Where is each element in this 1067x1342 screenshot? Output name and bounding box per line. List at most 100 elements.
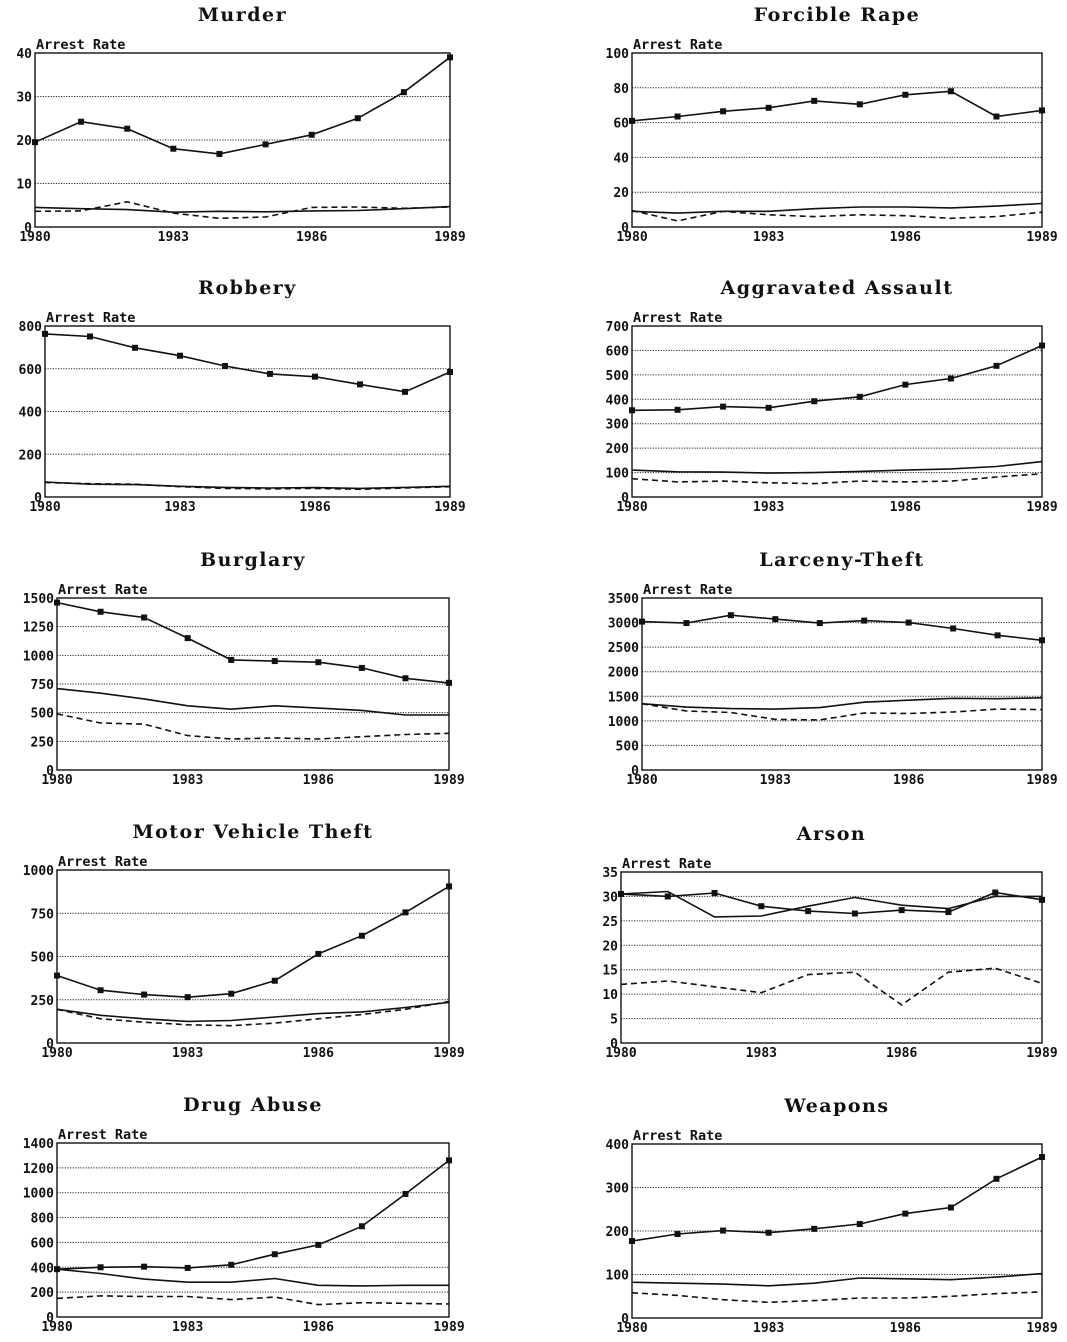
chart-0-ytick-label: 10 (16, 178, 32, 193)
chart-5-xtick-label: 1989 (1026, 773, 1057, 788)
chart-7-series-0-point (1039, 896, 1045, 903)
chart-5-plot-frame (641, 597, 1043, 771)
chart-2-title: Robbery (198, 277, 297, 299)
chart-0-series-0-point (32, 139, 38, 146)
chart-1-xtick-label: 1983 (753, 230, 784, 245)
chart-5-series-0-point (772, 616, 779, 623)
chart-2-series-0-point (357, 381, 363, 388)
chart-4-ytick-label: 1000 (23, 649, 54, 664)
chart-4-series-0-point (271, 658, 278, 665)
chart-6-ytick-label: 250 (31, 994, 55, 1009)
chart-3-series-0-point (902, 381, 909, 388)
chart-7-panel: Arson Arrest Rate 0 5 10 15 20 25 30 35 1980 1983 19… (602, 823, 1057, 1061)
chart-2-series-0-point (402, 388, 408, 395)
chart-7-plot-frame (620, 871, 1043, 1044)
chart-6-ylabel: Arrest Rate (58, 854, 147, 870)
chart-4-ylabel: Arrest Rate (58, 582, 147, 598)
chart-6-plot-frame (56, 869, 450, 1044)
chart-2-xtick-label: 1986 (299, 500, 330, 515)
chart-7-series-2-line (620, 967, 1043, 1006)
chart-9-ytick-label: 300 (606, 1182, 630, 1197)
chart-1-series-0-line (631, 90, 1043, 122)
chart-9-ylabel: Arrest Rate (633, 1128, 722, 1144)
chart-6-xtick-label: 1989 (433, 1046, 464, 1061)
chart-2-ytick-label: 200 (19, 448, 43, 463)
chart-0-series-0-line (34, 56, 451, 155)
chart-3-series-2-line (631, 473, 1043, 485)
chart-8-ytick-label: 800 (31, 1212, 55, 1227)
chart-6-series-1-line (56, 1001, 450, 1023)
chart-6-ytick-label: 0 (46, 1037, 54, 1052)
chart-5-series-0-point (639, 618, 645, 625)
chart-4-xtick-label: 1980 (41, 773, 72, 788)
chart-9-panel: Weapons Arrest Rate 0 100 200 300 400 1980 1983 1… (606, 1095, 1058, 1336)
chart-6-panel: Motor Vehicle Theft Arrest Rate 0 250 500 750… (23, 821, 465, 1061)
chart-7-ytick-label: 5 (610, 1013, 618, 1028)
chart-0-ytick-label: 0 (24, 221, 32, 236)
chart-1-series-0-point (1039, 107, 1045, 114)
chart-9-title: Weapons (783, 1095, 889, 1117)
chart-9-series-0-point (1039, 1154, 1045, 1161)
chart-8-xtick-label: 1983 (172, 1320, 203, 1335)
chart-1-series-0-point (674, 113, 681, 120)
chart-7-ytick-label: 15 (602, 964, 618, 979)
chart-9-xtick-label: 1980 (616, 1321, 647, 1336)
chart-6-ytick-label: 1000 (23, 864, 54, 879)
chart-9-series-0-point (811, 1225, 818, 1232)
chart-9-series-0-point (629, 1238, 635, 1245)
chart-5-series-0-point (1039, 637, 1045, 644)
chart-4-series-0-point (402, 675, 409, 682)
chart-2-xtick-label: 1983 (164, 500, 195, 515)
chart-3-ytick-label: 100 (606, 467, 630, 482)
chart-7-ytick-label: 0 (610, 1037, 618, 1052)
chart-4-ytick-label: 1500 (23, 592, 54, 607)
chart-8-series-0-point (228, 1261, 235, 1268)
chart-1-panel: Forcible Rape Arrest Rate 0 20 40 60 80 100 1980… (606, 4, 1058, 245)
chart-1-xtick-label: 1989 (1026, 230, 1057, 245)
chart-5-ytick-label: 0 (631, 764, 639, 779)
chart-4-series-0-point (141, 614, 148, 621)
chart-2-ytick-label: 600 (19, 363, 43, 378)
chart-3-xtick-label: 1980 (616, 500, 647, 515)
chart-3-series-0-point (674, 406, 681, 413)
chart-7-xtick-label: 1986 (886, 1046, 917, 1061)
chart-0-series-0-point (447, 54, 453, 61)
chart-6-series-0-line (56, 885, 450, 999)
chart-7-ytick-label: 25 (602, 915, 618, 930)
chart-2-series-0-point (132, 344, 138, 351)
chart-8-ytick-label: 0 (46, 1311, 54, 1326)
chart-8-ytick-label: 200 (31, 1286, 55, 1301)
chart-8-series-0-point (97, 1264, 104, 1271)
chart-8-title: Drug Abuse (183, 1094, 323, 1116)
chart-6-series-0-point (141, 991, 148, 998)
chart-1-series-0-point (993, 113, 1000, 120)
chart-0-ytick-label: 40 (16, 47, 32, 62)
chart-2-series-1-line (44, 481, 451, 490)
chart-7-series-0-point (805, 908, 812, 915)
chart-9-xtick-label: 1983 (753, 1321, 784, 1336)
chart-6-series-0-point (446, 883, 452, 890)
chart-7-xtick-label: 1983 (746, 1046, 777, 1061)
chart-0-ytick-label: 30 (16, 91, 32, 106)
chart-1-ytick-label: 40 (613, 151, 629, 166)
chart-9-ytick-label: 100 (606, 1269, 630, 1284)
chart-3-series-0-point (947, 375, 954, 382)
chart-1-ytick-label: 0 (621, 221, 629, 236)
chart-3-xtick-label: 1986 (890, 500, 921, 515)
chart-9-series-2-line (631, 1291, 1043, 1304)
chart-7-xtick-label: 1989 (1026, 1046, 1057, 1061)
chart-4-ytick-label: 250 (31, 735, 55, 750)
chart-7-series-0-point (992, 889, 999, 896)
chart-6-title: Motor Vehicle Theft (133, 821, 374, 843)
chart-3-series-0-point (765, 404, 772, 411)
chart-7-ytick-label: 20 (602, 939, 618, 954)
chart-4-series-0-point (358, 664, 365, 671)
chart-0-xtick-label: 1986 (296, 230, 327, 245)
chart-0-ytick-label: 20 (16, 134, 32, 149)
chart-0-series-0-point (124, 125, 131, 132)
chart-7-xtick-label: 1980 (605, 1046, 636, 1061)
chart-9-plot-frame (631, 1143, 1043, 1319)
chart-0-ylabel: Arrest Rate (36, 37, 125, 53)
chart-4-xtick-label: 1983 (172, 773, 203, 788)
